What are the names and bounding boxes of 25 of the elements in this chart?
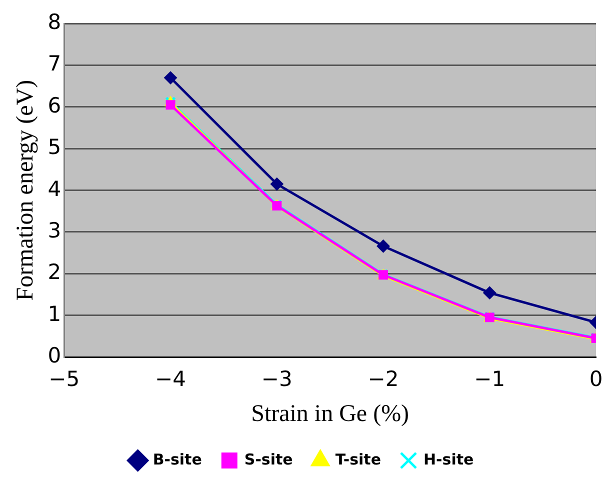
point xyxy=(270,178,284,191)
point xyxy=(164,71,178,84)
x-axis-title: Strain in Ge (%) xyxy=(251,400,410,427)
y-axis-title: Formation energy (eV) xyxy=(12,80,39,301)
y-tick-label: 1 xyxy=(48,302,62,326)
x-tick-label: −4 xyxy=(155,367,186,392)
x-tick-label: 0 xyxy=(589,367,603,392)
y-tick-label: 0 xyxy=(48,343,62,368)
y-tick-label: 7 xyxy=(48,52,62,76)
y-tick-label: 4 xyxy=(48,176,62,201)
x-tick-label: −3 xyxy=(261,367,292,392)
y-tick-label: 5 xyxy=(48,135,62,160)
point xyxy=(483,286,496,300)
legend-label: B-site xyxy=(152,450,202,468)
legend-label: H-site xyxy=(423,450,474,468)
y-tick-label: 8 xyxy=(48,10,62,34)
x-tick-label: −5 xyxy=(48,367,80,392)
y-tick-label: 3 xyxy=(48,218,62,242)
legend-label: T-site xyxy=(335,450,381,468)
legend-label: S-site xyxy=(244,450,293,468)
y-tick-label: 6 xyxy=(48,93,62,118)
x-tick-label: −1 xyxy=(474,367,506,392)
y-tick-label: 2 xyxy=(48,260,62,284)
point xyxy=(376,240,390,253)
x-tick-label: −2 xyxy=(368,367,399,392)
